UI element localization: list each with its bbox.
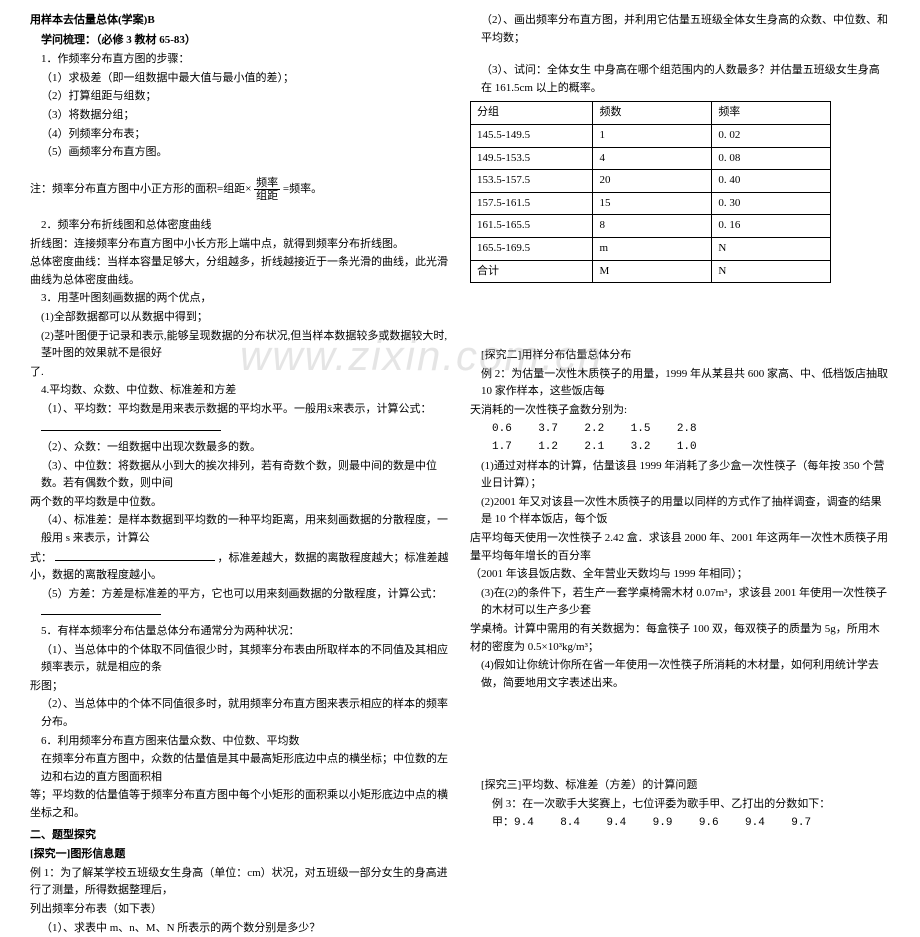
th-freq: 频数	[593, 102, 712, 125]
note-pre: 注：频率分布直方图中小正方形的面积=组距×	[30, 183, 251, 195]
note-post: =频率。	[283, 183, 322, 195]
p4b: （2）、众数：一组数据中出现次数最多的数。	[30, 439, 450, 457]
ex2b: 天消耗的一次性筷子盒数分别为:	[470, 402, 890, 420]
blank1	[30, 419, 450, 438]
p3c: 了.	[30, 364, 450, 382]
table-row: 149.5-153.540. 08	[471, 147, 831, 170]
ex1b: 列出频率分布表（如下表）	[30, 901, 450, 919]
frequency-table: 分组 频数 频率 145.5-149.510. 02 149.5-153.540…	[470, 101, 831, 283]
p6: 6．利用频率分布直方图来估量众数、中位数、平均数	[30, 733, 450, 751]
note-line: 注：频率分布直方图中小正方形的面积=组距× 频率 组距 =频率。	[30, 177, 450, 202]
p1c: （3）将数据分组；	[30, 107, 450, 125]
r1: （2）、画出频率分布直方图，并利用它估量五班级全体女生身高的众数、中位数、和平均…	[470, 12, 890, 47]
ex1c: （1）、求表中 m、n、M、N 所表示的两个数分别是多少？	[30, 920, 450, 937]
table-header-row: 分组 频数 频率	[471, 102, 831, 125]
ex3a: 例 3：在一次歌手大奖赛上，七位评委为歌手甲、乙打出的分数如下：	[470, 796, 890, 814]
data-row-2: 1.7 1.2 2.1 3.2 1.0	[470, 439, 890, 457]
p2b: 总体密度曲线：当样本容量足够大，分组越多，折线越接近于一条光滑的曲线，此光滑曲线…	[30, 254, 450, 289]
p2: 2．频率分布折线图和总体密度曲线	[30, 217, 450, 235]
p4d-line: 式： ，标准差越大，数据的离散程度越大；标准差越小，数据的离散程度越小。	[30, 549, 450, 585]
p6a2: 等；平均数的估量值等于频率分布直方图中每个小矩形的面积乘以小矩形底边中点的横坐标…	[30, 787, 450, 822]
th-rate: 频率	[712, 102, 831, 125]
p4e-line: （5）方差：方差是标准差的平方，它也可以用来刻画数据的分散程度，计算公式：	[30, 586, 450, 622]
p1d: （4）列频率分布表；	[30, 126, 450, 144]
ex2a: 例 2：为估量一次性木质筷子的用量，1999 年从某县共 600 家高、中、低档…	[470, 366, 890, 401]
p4d2: 式：	[30, 552, 52, 564]
ex2d3: （2001 年该县饭店数、全年营业天数均与 1999 年相同）；	[470, 566, 890, 584]
table-row: 145.5-149.510. 02	[471, 124, 831, 147]
p1a: （1）求极差（即一组数据中最大值与最小值的差）；	[30, 70, 450, 88]
p1b: （2）打算组距与组数；	[30, 88, 450, 106]
data-row-1: 0.6 3.7 2.2 1.5 2.8	[470, 421, 890, 439]
p4a: （1）、平均数：平均数是用来表示数据的平均水平。一般用x̄来表示，计算公式：	[30, 401, 450, 419]
p3a: (1)全部数据都可以从数据中得到；	[30, 309, 450, 327]
p4d: （4）、标准差：是样本数据到平均数的一种平均距离，用来刻画数据的分散程度，一般用…	[30, 512, 450, 547]
p4e: （5）方差：方差是标准差的平方，它也可以用来刻画数据的分散程度，计算公式：	[41, 588, 443, 600]
p4c2: 两个数的平均数是中位数。	[30, 494, 450, 512]
p5: 5．有样本频率分布估量总体分布通常分为两种状况：	[30, 623, 450, 641]
ex2e: (3)在(2)的条件下，若生产一套学桌椅需木材 0.07m³，求该县 2001 …	[470, 585, 890, 620]
explore-2-title: [探究二]用样分布估量总体分布	[470, 347, 890, 365]
subtitle: 学问梳理：（必修 3 教材 65-83）	[30, 32, 450, 50]
ex2c: (1)通过对样本的计算，估量该县 1999 年消耗了多少盒一次性筷子（每年按 3…	[470, 458, 890, 493]
ex2f: (4)假如让你统计你所在省一年使用一次性筷子所消耗的木材量，如何利用统计学去做，…	[470, 657, 890, 692]
p1e: （5）画频率分布直方图。	[30, 144, 450, 162]
p5b: （2）、当总体中的个体不同值很多时，就用频率分布直方图来表示相应的样本的频率分布…	[30, 696, 450, 731]
th-group: 分组	[471, 102, 593, 125]
doc-title: 用样本去估量总体(学案)B	[30, 12, 450, 30]
frac-num: 频率	[254, 177, 280, 190]
r2: （3）、试问：全体女生 中身高在哪个组范围内的人数最多？并估量五班级女生身高在 …	[470, 62, 890, 97]
left-column: www.zixin.com.cn 用样本去估量总体(学案)B 学问梳理：（必修 …	[20, 12, 460, 639]
explore-1-title: [探究一]图形信息题	[30, 846, 450, 864]
p5a: （1）、当总体中的个体取不同值很少时，其频率分布表由所取样本的不同值及其相应频率…	[30, 642, 450, 677]
table-row: 合计MN	[471, 260, 831, 283]
p4: 4.平均数、众数、中位数、标准差和方差	[30, 382, 450, 400]
table-row: 165.5-169.5mN	[471, 237, 831, 260]
ex2d2: 店平均每天使用一次性筷子 2.42 盒．求该县 2000 年、2001 年这两年…	[470, 530, 890, 565]
p2a: 折线图：连接频率分布直方图中小长方形上端中点，就得到频率分布折线图。	[30, 236, 450, 254]
ex2d: (2)2001 年又对该县一次性木质筷子的用量以同样的方式作了抽样调查，调查的结…	[470, 494, 890, 529]
p3b: (2)茎叶图便于记录和表示,能够呈现数据的分布状况,但当样本数据较多或数据较大时…	[30, 328, 450, 363]
section-2: 二、题型探究	[30, 827, 450, 845]
explore-3-title: [探究三]平均数、标准差（方差）的计算问题	[470, 777, 890, 795]
p4c: （3）、中位数：将数据从小到大的挨次排列，若有奇数个数，则最中间的数是中位数。若…	[30, 458, 450, 493]
fraction: 频率 组距	[254, 177, 280, 202]
p3: 3．用茎叶图刻画数据的两个优点，	[30, 290, 450, 308]
table-row: 157.5-161.5150. 30	[471, 192, 831, 215]
p1: 1．作频率分布直方图的步骤：	[30, 51, 450, 69]
table-row: 153.5-157.5200. 40	[471, 170, 831, 193]
ex3b: 甲：9.4 8.4 9.4 9.9 9.6 9.4 9.7	[470, 815, 890, 833]
p5a2: 形图；	[30, 678, 450, 696]
frac-den: 组距	[254, 190, 280, 202]
right-column: （2）、画出频率分布直方图，并利用它估量五班级全体女生身高的众数、中位数、和平均…	[460, 12, 900, 639]
p6a: 在频率分布直方图中，众数的估量值是其中最高矩形底边中点的横坐标；中位数的左边和右…	[30, 751, 450, 786]
table-row: 161.5-165.580. 16	[471, 215, 831, 238]
ex1a: 例 1：为了解某学校五班级女生身高（单位：cm）状况，对五班级一部分女生的身高进…	[30, 865, 450, 900]
